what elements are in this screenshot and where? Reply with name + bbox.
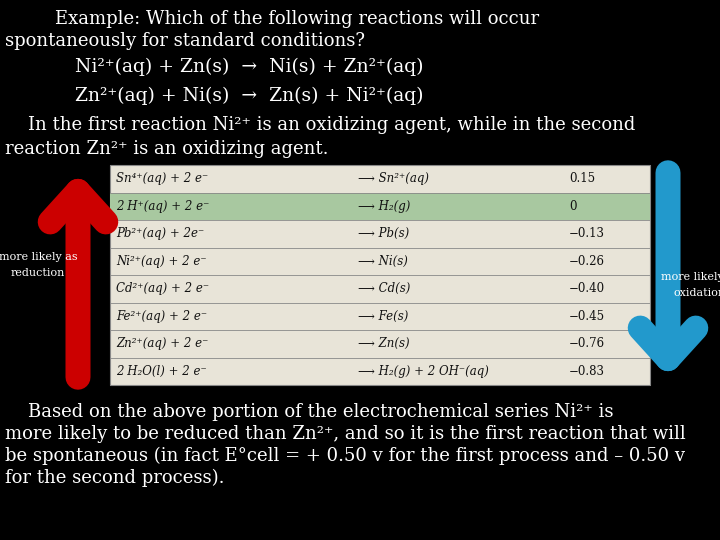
Text: −0.13: −0.13 bbox=[569, 227, 605, 240]
Text: ⟶ Sn²⁺(aq): ⟶ Sn²⁺(aq) bbox=[359, 172, 429, 185]
Text: ⟶ Fe(s): ⟶ Fe(s) bbox=[359, 310, 409, 323]
Text: Ni²⁺(aq) + 2 e⁻: Ni²⁺(aq) + 2 e⁻ bbox=[116, 255, 207, 268]
Text: Ni²⁺(aq) + Zn(s)  →  Ni(s) + Zn²⁺(aq): Ni²⁺(aq) + Zn(s) → Ni(s) + Zn²⁺(aq) bbox=[75, 58, 423, 76]
Bar bbox=[110, 165, 650, 385]
Text: Pb²⁺(aq) + 2e⁻: Pb²⁺(aq) + 2e⁻ bbox=[116, 227, 204, 240]
Text: −0.26: −0.26 bbox=[569, 255, 605, 268]
Text: more likely as: more likely as bbox=[0, 252, 77, 262]
Bar bbox=[110, 192, 650, 220]
Text: 0.15: 0.15 bbox=[569, 172, 595, 185]
Text: −0.45: −0.45 bbox=[569, 310, 605, 323]
Text: Zn²⁺(aq) + 2 e⁻: Zn²⁺(aq) + 2 e⁻ bbox=[116, 338, 208, 350]
Text: −0.76: −0.76 bbox=[569, 338, 605, 350]
Text: reaction Zn²⁺ is an oxidizing agent.: reaction Zn²⁺ is an oxidizing agent. bbox=[5, 140, 328, 158]
Text: In the first reaction Ni²⁺ is an oxidizing agent, while in the second: In the first reaction Ni²⁺ is an oxidizi… bbox=[5, 116, 635, 134]
Text: more likely to be reduced than Zn²⁺, and so it is the first reaction that will: more likely to be reduced than Zn²⁺, and… bbox=[5, 425, 685, 443]
Text: ⟶ Cd(s): ⟶ Cd(s) bbox=[359, 282, 411, 295]
Text: 0: 0 bbox=[569, 200, 577, 213]
Text: Zn²⁺(aq) + Ni(s)  →  Zn(s) + Ni²⁺(aq): Zn²⁺(aq) + Ni(s) → Zn(s) + Ni²⁺(aq) bbox=[75, 87, 423, 105]
Text: 2 H₂O(l) + 2 e⁻: 2 H₂O(l) + 2 e⁻ bbox=[116, 364, 207, 378]
Text: 2 H⁺(aq) + 2 e⁻: 2 H⁺(aq) + 2 e⁻ bbox=[116, 200, 210, 213]
Text: reduction: reduction bbox=[11, 268, 66, 278]
Text: spontaneously for standard conditions?: spontaneously for standard conditions? bbox=[5, 32, 365, 50]
Text: ⟶ H₂(g) + 2 OH⁻(aq): ⟶ H₂(g) + 2 OH⁻(aq) bbox=[359, 364, 490, 378]
Text: ⟶ H₂(g): ⟶ H₂(g) bbox=[359, 200, 411, 213]
Text: for the second process).: for the second process). bbox=[5, 469, 225, 487]
Text: Based on the above portion of the electrochemical series Ni²⁺ is: Based on the above portion of the electr… bbox=[5, 403, 613, 421]
Text: ⟶ Pb(s): ⟶ Pb(s) bbox=[359, 227, 410, 240]
Text: ⟶ Ni(s): ⟶ Ni(s) bbox=[359, 255, 408, 268]
Text: −0.40: −0.40 bbox=[569, 282, 605, 295]
Text: Fe²⁺(aq) + 2 e⁻: Fe²⁺(aq) + 2 e⁻ bbox=[116, 310, 207, 323]
Text: Example: Which of the following reactions will occur: Example: Which of the following reaction… bbox=[55, 10, 539, 28]
Text: −0.83: −0.83 bbox=[569, 364, 605, 378]
Text: be spontaneous (in fact E°cell = + 0.50 v for the first process and – 0.50 v: be spontaneous (in fact E°cell = + 0.50 … bbox=[5, 447, 685, 465]
Text: oxidation: oxidation bbox=[674, 288, 720, 298]
Text: Sn⁴⁺(aq) + 2 e⁻: Sn⁴⁺(aq) + 2 e⁻ bbox=[116, 172, 208, 185]
Text: Cd²⁺(aq) + 2 e⁻: Cd²⁺(aq) + 2 e⁻ bbox=[116, 282, 209, 295]
Text: ⟶ Zn(s): ⟶ Zn(s) bbox=[359, 338, 410, 350]
Text: more likely as: more likely as bbox=[661, 272, 720, 282]
